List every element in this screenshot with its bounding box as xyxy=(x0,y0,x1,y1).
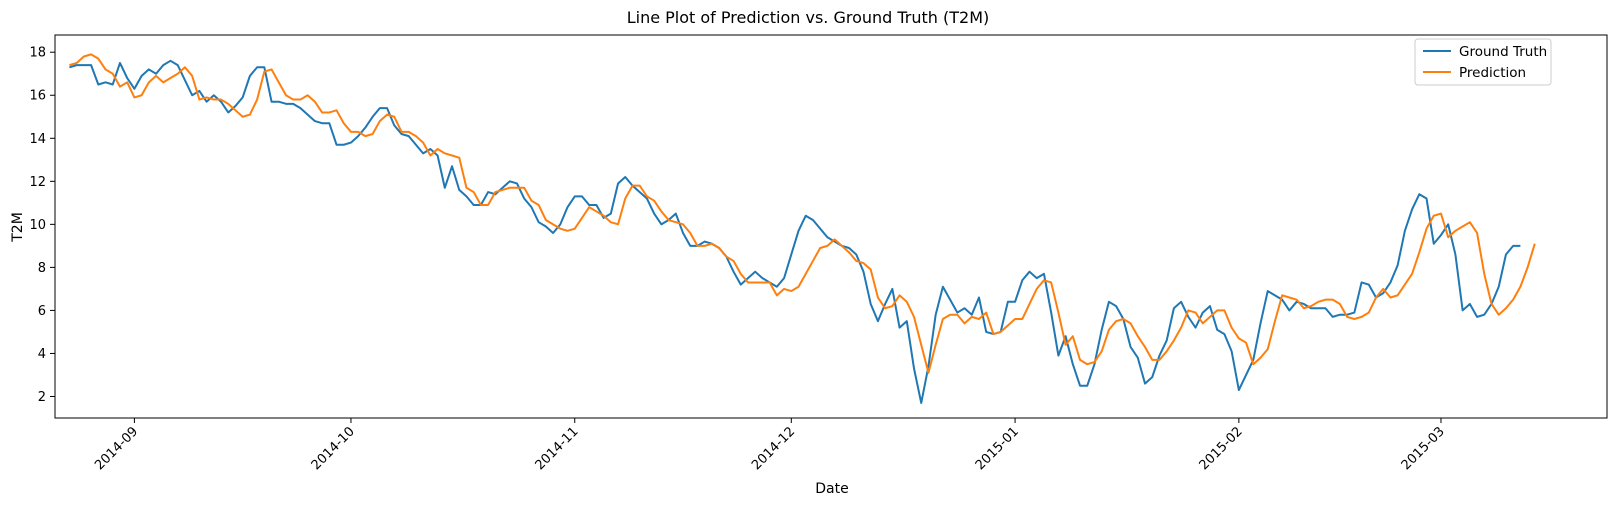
plot-frame xyxy=(54,34,1608,419)
x-tick-label: 2014-09 xyxy=(92,424,141,473)
x-tick-label: 2014-12 xyxy=(749,424,798,473)
x-tick-label: 2015-01 xyxy=(973,424,1022,473)
chart-title: Line Plot of Prediction vs. Ground Truth… xyxy=(627,8,990,27)
x-tick-label: 2015-03 xyxy=(1399,424,1448,473)
series-lines xyxy=(69,53,1536,404)
x-axis-label: Date xyxy=(815,481,848,497)
x-tick-label: 2015-02 xyxy=(1197,424,1246,473)
y-tick-label: 14 xyxy=(29,132,46,147)
y-tick-label: 12 xyxy=(29,175,46,190)
y-axis: 2 4 6 8 10 12 14 16 18 xyxy=(29,46,55,405)
y-tick-label: 18 xyxy=(29,46,46,61)
legend-label: Prediction xyxy=(1459,65,1526,81)
x-tick-label: 2014-10 xyxy=(309,424,358,473)
y-tick-label: 16 xyxy=(29,89,46,104)
legend-label: Ground Truth xyxy=(1459,44,1547,60)
series-line-prediction xyxy=(69,53,1536,374)
y-axis-label: T2M xyxy=(10,212,26,243)
y-tick-label: 10 xyxy=(29,218,46,233)
y-tick-label: 4 xyxy=(38,347,46,362)
y-tick-label: 2 xyxy=(38,390,46,405)
series-line-ground-truth xyxy=(69,59,1521,404)
y-tick-label: 6 xyxy=(38,304,46,319)
x-axis: 2014-09 2014-10 2014-11 2014-12 2015-01 2015-… xyxy=(92,418,1448,473)
legend: Ground Truth Prediction xyxy=(1414,38,1552,86)
x-tick-label: 2014-11 xyxy=(533,424,582,473)
y-tick-label: 8 xyxy=(38,261,46,276)
